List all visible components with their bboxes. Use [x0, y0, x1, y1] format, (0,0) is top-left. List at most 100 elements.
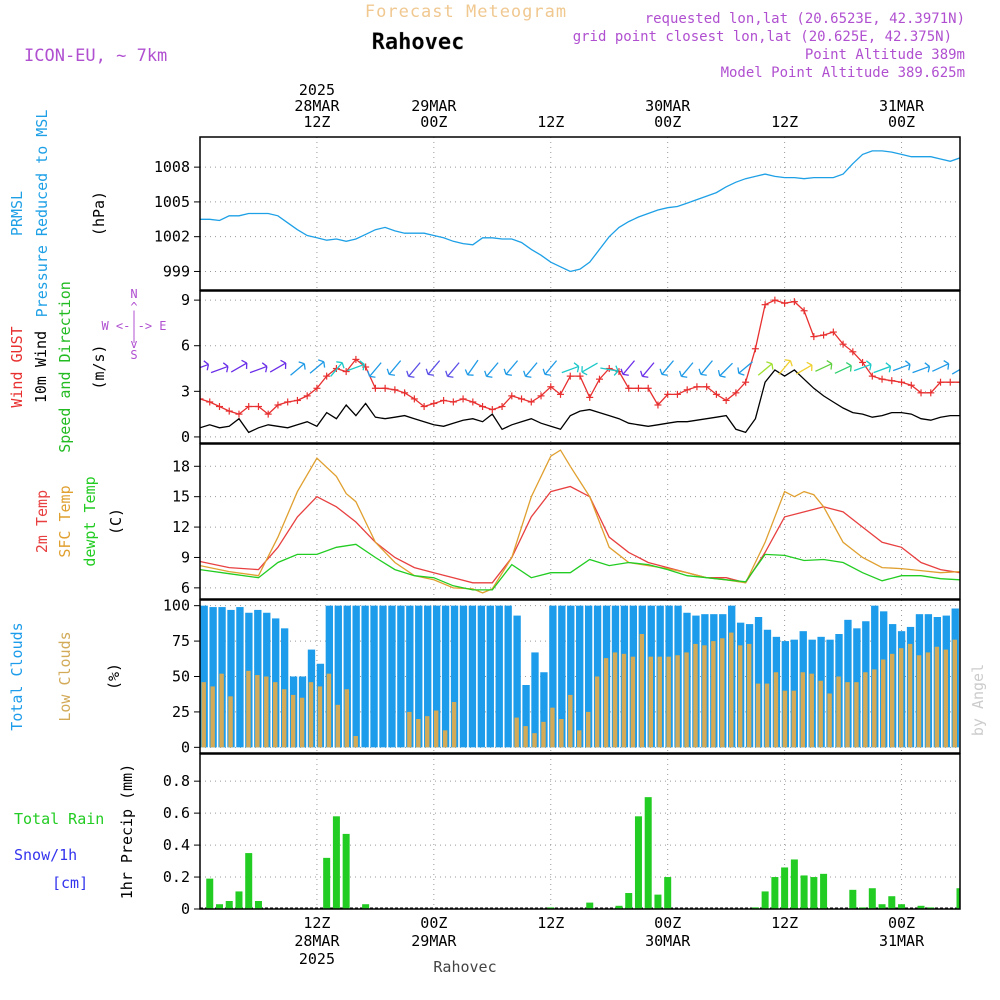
wind-barb-shaft: [581, 362, 598, 373]
wind-barb: [737, 361, 753, 376]
wind-barb-head: [700, 373, 707, 376]
total-cloud-bar: [477, 605, 486, 748]
gust-marker: [761, 301, 769, 309]
gust-marker: [459, 395, 467, 403]
low-cloud-bar: [630, 656, 636, 748]
total-cloud-bar: [352, 605, 360, 748]
gust-marker: [342, 368, 350, 376]
total-cloud-bar: [486, 605, 494, 748]
wind-barb-head: [908, 364, 911, 371]
wind-barb-head: [226, 366, 229, 373]
requested-coords: requested lon,lat (20.6523E, 42.3971N): [645, 11, 965, 27]
wind-barb: [834, 361, 852, 374]
precip-bar: [849, 889, 857, 909]
total-cloud-bar: [576, 605, 584, 748]
wind-barb-head: [738, 372, 745, 376]
top-time-label: 00Z: [654, 113, 681, 131]
wind-barb: [620, 360, 636, 376]
precip-bar: [235, 891, 243, 909]
gust-marker: [410, 395, 418, 403]
wind-barb-head: [888, 366, 892, 373]
low-cloud-bar: [541, 721, 546, 748]
wind-barb-head: [386, 368, 390, 375]
bottom-time-label: 31MAR: [879, 932, 925, 950]
chart-title: Forecast Meteogram: [365, 2, 567, 22]
precip-legend-label: Total Rain: [14, 810, 104, 828]
gust-marker: [615, 368, 623, 376]
gust-marker: [371, 384, 379, 392]
wind-barb-head: [369, 375, 376, 378]
low-cloud-bar: [281, 689, 287, 748]
wind-barb: [523, 362, 538, 378]
total-cloud-bar: [379, 605, 387, 748]
y-axis-label: (hPa): [90, 191, 108, 236]
wind-barb-head: [544, 373, 551, 376]
bottom-time-label: 12Z: [771, 914, 798, 932]
wind-barb-head: [806, 361, 813, 366]
wind-barb-head: [525, 375, 532, 378]
series-line-sfc-temp: [200, 449, 960, 594]
wind-barb-shaft: [853, 363, 872, 372]
wind-barb-shaft: [757, 363, 773, 376]
low-cloud-bar: [943, 649, 949, 748]
gust-marker: [430, 399, 438, 407]
bottom-time-label: 30MAR: [645, 932, 691, 950]
precip-bar: [917, 905, 925, 909]
gust-marker: [303, 392, 311, 400]
low-cloud-bar: [934, 646, 940, 748]
compass-south: S: [130, 348, 137, 362]
wind-barb-head: [789, 360, 793, 367]
gust-marker: [498, 403, 506, 411]
wind-barb-head: [622, 373, 629, 376]
precip-bar: [625, 893, 633, 909]
gust-marker: [683, 386, 691, 394]
wind-barb: [200, 360, 210, 371]
low-cloud-bar: [228, 696, 233, 748]
y-axis-label: (C): [107, 508, 125, 535]
low-cloud-bar: [523, 726, 528, 748]
wind-barb: [757, 361, 774, 376]
wind-barb-head: [388, 373, 396, 376]
total-cloud-bar: [343, 605, 351, 748]
wind-barb-head: [573, 362, 580, 367]
wind-barb-head: [681, 375, 688, 378]
low-cloud-bar: [273, 682, 278, 748]
compass-north: N: [130, 287, 137, 301]
model-name: ICON-EU, ~ 7km: [24, 46, 167, 66]
wind-barb: [561, 362, 580, 374]
y-tick-label: 0.8: [163, 772, 190, 790]
wind-barb: [347, 360, 365, 372]
gust-marker: [742, 378, 750, 386]
wind-barb-head: [445, 370, 449, 377]
point-altitude: Point Altitude 389m: [805, 47, 965, 63]
wind-barb-shaft: [834, 365, 852, 374]
top-time-label: 31MAR: [879, 97, 925, 115]
low-cloud-bar: [451, 702, 457, 748]
wind-barb-head: [719, 375, 726, 378]
y-tick-label: 0.6: [163, 804, 190, 822]
bottom-time-label: 12Z: [537, 914, 564, 932]
total-cloud-bar: [567, 605, 575, 748]
precip-legend-label: [cm]: [52, 874, 88, 892]
low-cloud-bar: [639, 634, 645, 748]
wind-barb-head: [341, 362, 345, 369]
precip-bar: [810, 877, 818, 909]
gust-marker: [888, 377, 896, 385]
total-cloud-bar: [754, 617, 763, 748]
panel-pressure: 999 1002 1005 1008 PRMSL Pressure Reduced to …: [8, 110, 961, 317]
low-cloud-bar: [952, 639, 957, 748]
low-cloud-bar: [210, 686, 215, 748]
precip-bar: [206, 878, 214, 909]
panel-plot-area: [200, 296, 960, 434]
gust-marker: [206, 398, 214, 406]
gust-marker: [440, 396, 448, 404]
total-cloud-bar: [236, 607, 244, 748]
wind-barb-shaft: [700, 360, 713, 375]
gust-marker: [907, 381, 915, 389]
gust-marker: [917, 389, 925, 397]
low-cloud-bar: [666, 656, 671, 748]
top-time-label: 00Z: [420, 113, 447, 131]
precip-bar: [342, 833, 350, 909]
wind-barb-head: [486, 375, 493, 378]
wind-barb: [210, 362, 229, 374]
